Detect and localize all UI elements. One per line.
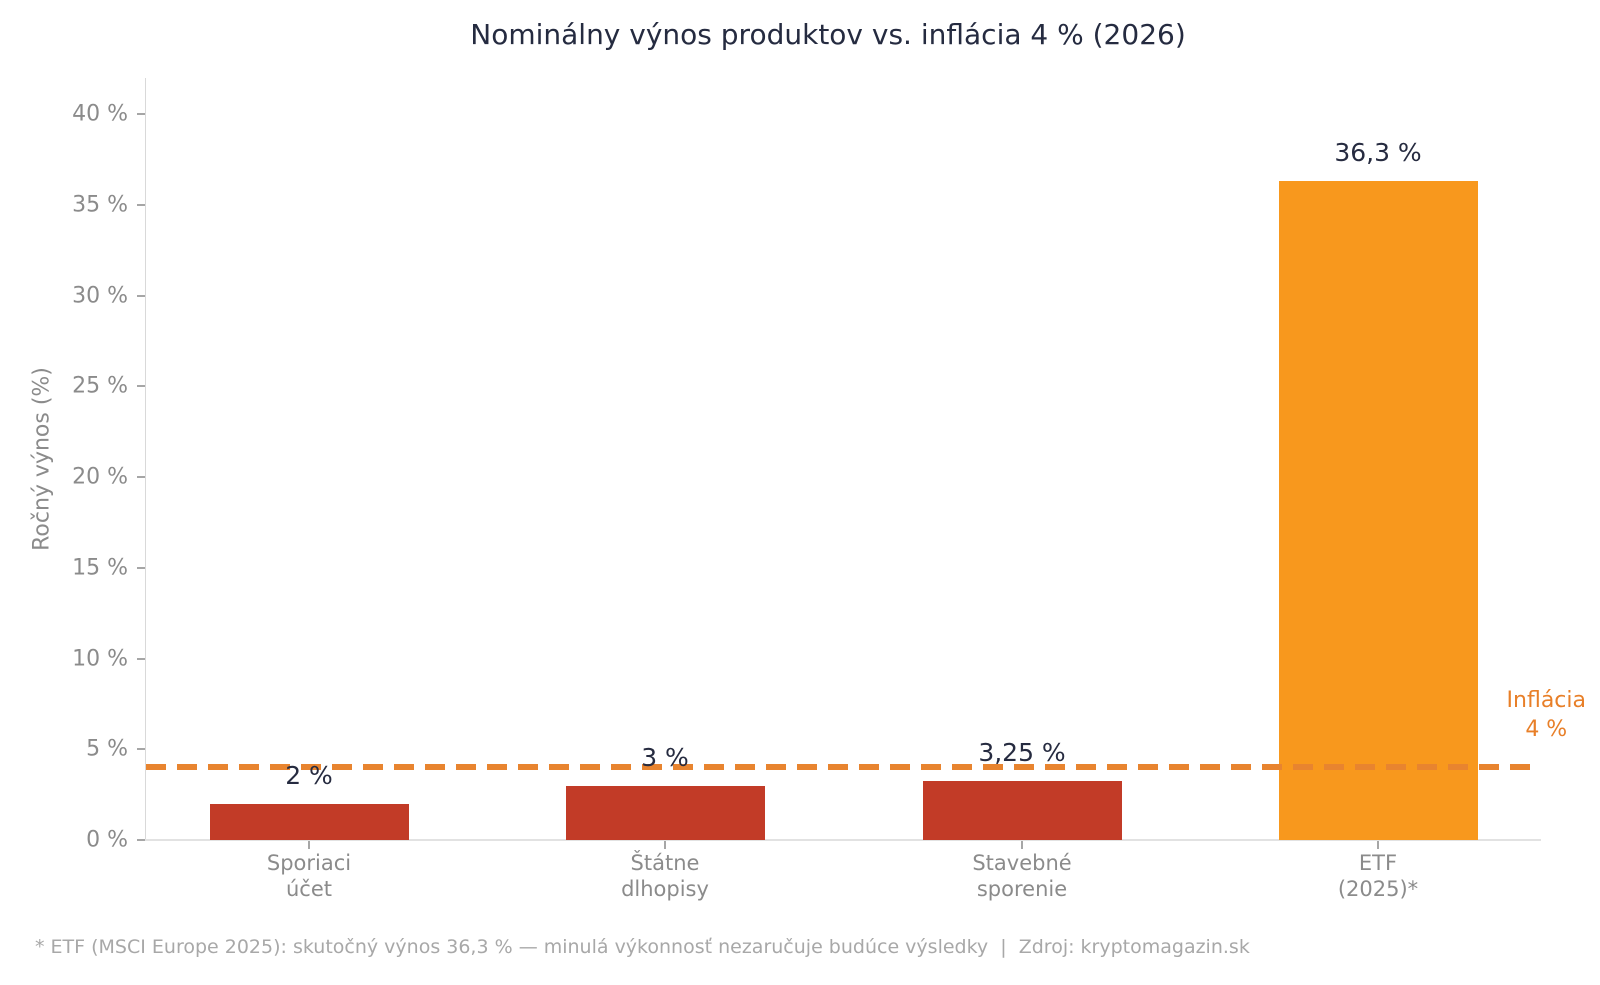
x-tick-mark — [1377, 841, 1379, 849]
x-category-label: ETF (2025)* — [1337, 851, 1419, 901]
y-tick-mark — [137, 113, 145, 115]
bar-value-label: 36,3 % — [1334, 138, 1422, 168]
y-tick-mark — [137, 476, 145, 478]
y-tick-mark — [137, 657, 145, 660]
y-tick-label: 20 % — [72, 464, 128, 490]
bar-1 — [209, 803, 409, 840]
inflation-reference-line — [146, 764, 1540, 771]
y-tick-label: 0 % — [86, 827, 128, 853]
y-tick-label: 25 % — [72, 373, 128, 399]
y-tick-label: 30 % — [72, 283, 128, 308]
x-category-label: Stavebné sporenie — [972, 851, 1072, 901]
y-tick-mark — [137, 748, 145, 751]
x-tick-mark — [1021, 841, 1023, 849]
y-tick-mark — [137, 566, 145, 569]
y-tick-mark — [137, 385, 145, 388]
y-tick-mark — [137, 294, 145, 297]
bar-value-label: 3,25 % — [978, 738, 1066, 768]
bar-value-label: 2 % — [285, 760, 333, 790]
footnote: * ETF (MSCI Europe 2025): skutočný výnos… — [35, 936, 1250, 958]
bar-4 — [1278, 181, 1478, 840]
bar-value-label: 3 % — [641, 742, 689, 772]
y-tick-label: 35 % — [72, 192, 128, 218]
y-axis-line — [145, 78, 146, 840]
y-tick-mark — [137, 203, 145, 206]
x-axis-line — [145, 839, 1541, 841]
y-tick-label: 10 % — [72, 646, 128, 671]
y-tick-label: 15 % — [72, 555, 128, 581]
x-tick-mark — [308, 841, 310, 849]
x-category-label: Sporiaci účet — [266, 851, 352, 901]
bar-3 — [922, 781, 1122, 840]
inflation-reference-label: Inflácia 4 % — [1506, 688, 1586, 742]
y-tick-label: 40 % — [72, 101, 128, 127]
chart-title: Nominálny výnos produktov vs. inflácia 4… — [470, 18, 1186, 51]
bar-2 — [565, 785, 765, 840]
x-tick-mark — [664, 841, 666, 849]
y-tick-label: 5 % — [86, 736, 128, 762]
x-category-label: Štátne dlhopisy — [621, 851, 709, 901]
y-tick-mark — [137, 839, 145, 841]
